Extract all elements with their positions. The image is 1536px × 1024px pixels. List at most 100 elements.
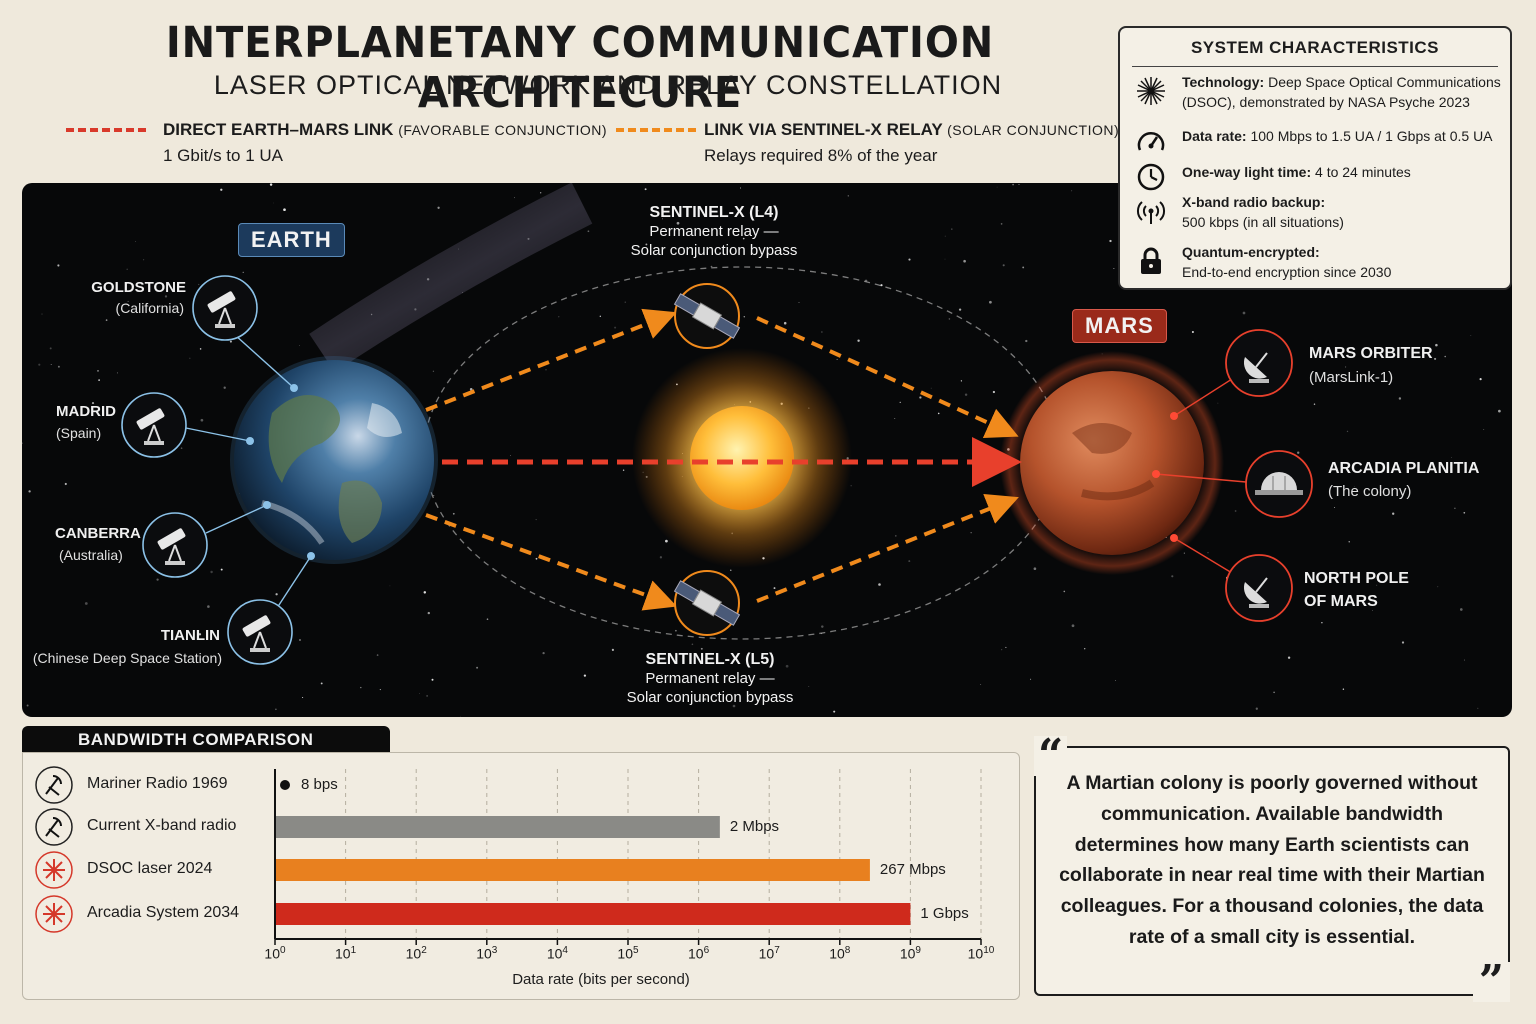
station-location-goldstone: (California)	[115, 300, 184, 316]
system-item-xband-text: 500 kbps (in all situations)	[1182, 214, 1344, 230]
madrid-telescope-icon	[121, 392, 187, 458]
relay-l5-caption: SENTINEL-X (L5) Permanent relay — Solar …	[610, 650, 810, 707]
antenna-icon	[35, 766, 73, 804]
system-item-light-time-label: One-way light time:	[1182, 164, 1312, 180]
x-tick-label: 100	[264, 945, 286, 962]
direct-link-legend-line	[66, 128, 146, 132]
relay-l4-name: SENTINEL-X (L4)	[649, 204, 779, 221]
arcadia-habitat-dome-icon	[1245, 450, 1313, 518]
relay-link-legend-line	[616, 128, 696, 132]
x-tick-label: 104	[546, 945, 568, 962]
system-item-technology-text: Deep Space Optical Communications (DSOC)…	[1182, 74, 1501, 110]
relay-l4-line2: Solar conjunction bypass	[630, 242, 798, 259]
bandwidth-title-tab: BANDWIDTH COMPARISON	[22, 726, 390, 754]
system-item-encryption-label: Quantum-encrypted:	[1182, 244, 1320, 260]
quote-panel: “ A Martian colony is poorly governed wi…	[1034, 734, 1510, 1004]
quote-close-mark: ”	[1472, 960, 1510, 1004]
x-tick-label: 1010	[967, 945, 995, 962]
system-item-data-rate: Data rate: 100 Mbps to 1.5 UA / 1 Gbps a…	[1134, 124, 1500, 168]
bar-value-label: 1 Gbps	[920, 905, 969, 922]
bar-category-label: Arcadia System 2034	[87, 904, 240, 921]
tianlin-telescope-icon	[227, 599, 293, 665]
bar-category-label: Current X-band radio	[87, 817, 237, 834]
page-title: INTERPLANETANY COMMUNICATION ARCHITECURE	[165, 18, 995, 118]
gauge-icon	[1137, 132, 1165, 151]
system-item-xband: X-band radio backup: 500 kbps (in all sit…	[1134, 192, 1500, 236]
relay-l4-line1: Permanent relay —	[649, 223, 779, 240]
station-name-mars-orbiter: MARS ORBITER	[1309, 345, 1433, 362]
system-item-data-rate-label: Data rate:	[1182, 128, 1247, 144]
station-name-arcadia: ARCADIA PLANITIA	[1328, 460, 1480, 477]
direct-link-legend-title: DIRECT EARTH–MARS LINK (FAVORABLE CONJUN…	[163, 120, 607, 139]
relay-l5-name: SENTINEL-X (L5)	[645, 651, 775, 668]
system-item-encryption-text: End-to-end encryption since 2030	[1182, 264, 1392, 280]
system-item-technology: Technology: Deep Space Optical Communica…	[1134, 72, 1501, 116]
space-scene	[22, 183, 1501, 717]
station-name-canberra: CANBERRA	[55, 525, 141, 542]
page-subtitle: LASER OPTICAL NETWORK AND RELAY CONSTELL…	[213, 70, 1003, 100]
x-tick-label: 106	[688, 945, 710, 962]
sentinel-l4-satellite-icon	[673, 283, 741, 349]
x-tick-label: 108	[829, 945, 851, 962]
x-tick-label: 102	[405, 945, 427, 962]
station-name-madrid: MADRID	[56, 403, 116, 420]
bar-value-label: 8 bps	[301, 776, 338, 793]
relay-l4-caption: SENTINEL-X (L4) Permanent relay — Solar …	[614, 203, 814, 260]
radio-waves-icon	[1136, 201, 1166, 224]
station-name-goldstone: GOLDSTONE	[91, 279, 186, 296]
system-item-encryption: Quantum-encrypted: End-to-end encryption …	[1134, 242, 1500, 286]
bar-dsoc-laser-2024	[275, 859, 870, 881]
bandwidth-comparison-panel: Mariner Radio 1969 8 bps Current X-band ra…	[22, 752, 1020, 1000]
station-name-tianlin: TIANLIN	[160, 627, 220, 644]
relay-l5-line2: Solar conjunction bypass	[626, 689, 794, 706]
station-location-madrid: (Spain)	[56, 425, 102, 441]
goldstone-telescope-icon	[192, 275, 258, 341]
system-item-light-time: One-way light time: 4 to 24 minutes	[1134, 158, 1500, 202]
station-location-canberra: (Australia)	[59, 547, 123, 563]
x-tick-label: 101	[335, 945, 357, 962]
quote-open-mark: “	[1034, 734, 1068, 778]
station-location-north-pole: OF MARS	[1304, 593, 1378, 610]
laser-burst-icon	[35, 851, 73, 889]
system-item-light-time-text: 4 to 24 minutes	[1315, 164, 1411, 180]
mars-label: MARS	[1072, 309, 1167, 343]
station-location-mars-orbiter: (MarsLink-1)	[1309, 369, 1394, 386]
system-item-data-rate-text: 100 Mbps to 1.5 UA / 1 Gbps at 0.5 UA	[1250, 128, 1493, 144]
north-pole-dish-icon	[1225, 554, 1293, 622]
bar-category-label: DSOC laser 2024	[87, 860, 213, 877]
bar-value-label: 267 Mbps	[879, 861, 946, 878]
bar-value-label: 2 Mbps	[729, 818, 780, 835]
relay-link-legend-title: LINK VIA SENTINEL-X RELAY (SOLAR CONJUNC…	[704, 120, 1120, 139]
bandwidth-title: BANDWIDTH COMPARISON	[78, 730, 314, 749]
x-tick-label: 103	[476, 945, 498, 962]
direct-link-legend-detail: 1 Gbit/s to 1 UA	[163, 146, 283, 165]
earth-label: EARTH	[238, 223, 345, 257]
system-item-technology-label: Technology:	[1182, 74, 1265, 90]
system-characteristics-title: SYSTEM CHARACTERISTICS	[1190, 38, 1440, 57]
relay-link-legend-detail: Relays required 8% of the year	[704, 146, 938, 165]
bar-category-label: Mariner Radio 1969	[87, 775, 228, 792]
bar-mariner-radio-marker	[280, 780, 290, 790]
system-title-divider	[1132, 66, 1498, 67]
starburst-icon	[1137, 77, 1165, 105]
x-tick-label: 109	[899, 945, 921, 962]
laser-burst-icon	[35, 895, 73, 933]
station-location-arcadia: (The colony)	[1328, 483, 1412, 500]
station-name-north-pole: NORTH POLE	[1304, 570, 1409, 587]
bar-current-x-band-radio	[275, 816, 720, 838]
bar-arcadia-system-2034	[275, 903, 911, 925]
canberra-telescope-icon	[142, 512, 208, 578]
system-characteristics-panel: SYSTEM CHARACTERISTICS Technology: Deep …	[1118, 26, 1512, 290]
satellite-dish-icon	[35, 808, 73, 846]
x-tick-label: 107	[758, 945, 780, 962]
sentinel-l5-satellite-icon	[673, 570, 741, 636]
x-tick-label: 105	[617, 945, 639, 962]
x-axis-title: Data rate (bits per second)	[512, 971, 690, 988]
system-item-xband-label: X-band radio backup:	[1182, 194, 1326, 210]
quote-text: A Martian colony is poorly governed with…	[1059, 772, 1485, 948]
bandwidth-chart	[35, 766, 982, 945]
relay-l5-line1: Permanent relay —	[645, 670, 775, 687]
mars-orbiter-dish-icon	[1225, 329, 1293, 397]
clock-icon	[1137, 163, 1165, 191]
station-location-tianlin: (Chinese Deep Space Station)	[32, 650, 222, 666]
